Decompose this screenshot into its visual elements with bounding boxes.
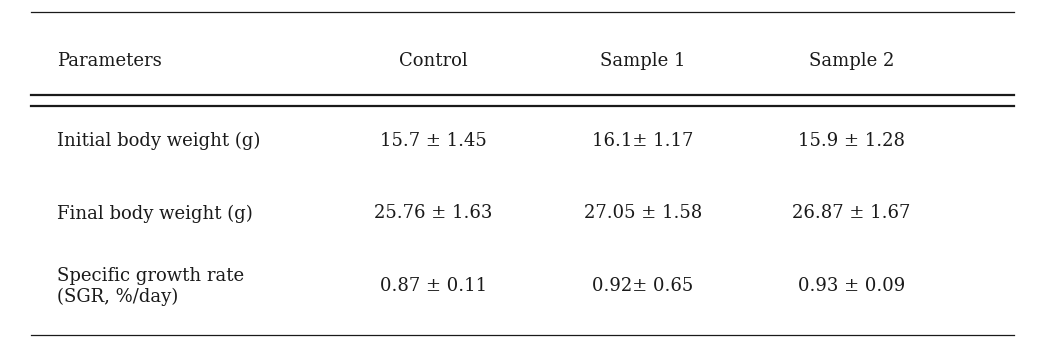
Text: 0.93 ± 0.09: 0.93 ± 0.09	[798, 277, 905, 295]
Text: 0.87 ± 0.11: 0.87 ± 0.11	[380, 277, 487, 295]
Text: 16.1± 1.17: 16.1± 1.17	[591, 132, 694, 150]
Text: Parameters: Parameters	[57, 52, 162, 70]
Text: Sample 1: Sample 1	[600, 52, 686, 70]
Text: 26.87 ± 1.67: 26.87 ± 1.67	[792, 204, 911, 222]
Text: Sample 2: Sample 2	[809, 52, 895, 70]
Text: Control: Control	[399, 52, 468, 70]
Text: 15.9 ± 1.28: 15.9 ± 1.28	[798, 132, 905, 150]
Text: Final body weight (g): Final body weight (g)	[57, 204, 253, 222]
Text: Specific growth rate
(SGR, %/day): Specific growth rate (SGR, %/day)	[57, 267, 245, 306]
Text: 25.76 ± 1.63: 25.76 ± 1.63	[374, 204, 493, 222]
Text: Initial body weight (g): Initial body weight (g)	[57, 132, 261, 150]
Text: 27.05 ± 1.58: 27.05 ± 1.58	[583, 204, 702, 222]
Text: 0.92± 0.65: 0.92± 0.65	[593, 277, 693, 295]
Text: 15.7 ± 1.45: 15.7 ± 1.45	[380, 132, 487, 150]
